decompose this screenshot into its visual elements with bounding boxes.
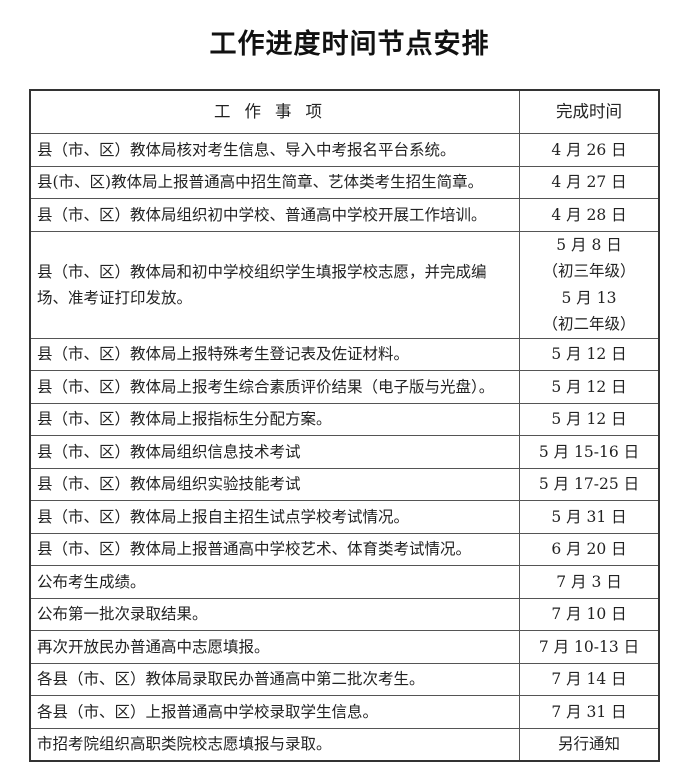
row-time: 4 月 28 日 (519, 198, 660, 232)
row-item: 县（市、区）教体局组织初中学校、普通高中学校开展工作培训。 (29, 198, 520, 232)
row-item: 县（市、区）教体局上报特殊考生登记表及佐证材料。 (29, 337, 520, 371)
row-item: 县(市、区)教体局上报普通高中招生简章、艺体类考生招生简章。 (29, 165, 520, 199)
table-header-row: 工作事项 完成时间 (29, 89, 660, 134)
schedule-table: 工作事项 完成时间 县（市、区）教体局核对考生信息、导入中考报名平台系统。 4 月… (29, 89, 660, 762)
table-row: 县（市、区）教体局组织初中学校、普通高中学校开展工作培训。 4 月 28 日 (29, 198, 660, 232)
time-line: （初三年级） (542, 262, 636, 280)
row-time: 7 月 3 日 (519, 565, 660, 599)
time-line: （初二年级） (542, 315, 636, 333)
row-item: 县（市、区）教体局上报考生综合素质评价结果（电子版与光盘）。 (29, 370, 520, 404)
row-time: 7 月 14 日 (519, 662, 660, 696)
time-line: 5 月 8 日 (556, 235, 622, 254)
table-row: 县（市、区）教体局组织实验技能考试 5 月 17-25 日 (29, 467, 660, 501)
row-item: 县（市、区）教体局组织信息技术考试 (29, 435, 520, 469)
table-row: 公布第一批次录取结果。 7 月 10 日 (29, 597, 660, 631)
row-time: 5 月 17-25 日 (519, 467, 660, 501)
header-time: 完成时间 (519, 89, 660, 134)
row-time: 5 月 15-16 日 (519, 435, 660, 469)
row-time: 5 月 8 日 （初三年级） 5 月 13 （初二年级） (519, 230, 660, 339)
table-row: 各县（市、区）教体局录取民办普通高中第二批次考生。 7 月 14 日 (29, 662, 660, 696)
row-item: 公布考生成绩。 (29, 565, 520, 599)
table-row: 县(市、区)教体局上报普通高中招生简章、艺体类考生招生简章。 4 月 27 日 (29, 165, 660, 199)
table-row: 县（市、区）教体局上报指标生分配方案。 5 月 12 日 (29, 402, 660, 436)
page-title: 工作进度时间节点安排 (209, 29, 490, 60)
header-item: 工作事项 (29, 89, 520, 134)
row-item: 各县（市、区）上报普通高中学校录取学生信息。 (29, 695, 520, 729)
time-line: 5 月 13 (561, 288, 617, 307)
table-row: 公布考生成绩。 7 月 3 日 (29, 565, 660, 599)
table-row: 县（市、区）教体局核对考生信息、导入中考报名平台系统。 4 月 26 日 (29, 133, 660, 167)
table-row: 县（市、区）教体局组织信息技术考试 5 月 15-16 日 (29, 435, 660, 469)
row-time: 5 月 12 日 (519, 402, 660, 436)
row-time: 5 月 12 日 (519, 337, 660, 371)
row-item: 县（市、区）教体局组织实验技能考试 (29, 467, 520, 501)
table-row: 县（市、区）教体局和初中学校组织学生填报学校志愿，并完成编场、准考证打印发放。 5… (29, 230, 660, 339)
table-row: 县（市、区）教体局上报普通高中学校艺术、体育类考试情况。 6 月 20 日 (29, 532, 660, 566)
row-item: 县（市、区）教体局核对考生信息、导入中考报名平台系统。 (29, 133, 520, 167)
table-row: 各县（市、区）上报普通高中学校录取学生信息。 7 月 31 日 (29, 695, 660, 729)
row-time: 4 月 26 日 (519, 133, 660, 167)
row-time: 5 月 12 日 (519, 370, 660, 404)
table-row: 再次开放民办普通高中志愿填报。 7 月 10-13 日 (29, 630, 660, 664)
table-row: 县（市、区）教体局上报自主招生试点学校考试情况。 5 月 31 日 (29, 500, 660, 534)
row-time: 7 月 31 日 (519, 695, 660, 729)
row-time: 6 月 20 日 (519, 532, 660, 566)
row-item: 县（市、区）教体局上报自主招生试点学校考试情况。 (29, 500, 520, 534)
row-time: 5 月 31 日 (519, 500, 660, 534)
table-row: 县（市、区）教体局上报考生综合素质评价结果（电子版与光盘）。 5 月 12 日 (29, 370, 660, 404)
table-row: 县（市、区）教体局上报特殊考生登记表及佐证材料。 5 月 12 日 (29, 337, 660, 371)
row-item: 各县（市、区）教体局录取民办普通高中第二批次考生。 (29, 662, 520, 696)
table-row: 市招考院组织高职类院校志愿填报与录取。 另行通知 (29, 727, 660, 762)
row-item: 市招考院组织高职类院校志愿填报与录取。 (29, 727, 520, 762)
row-item: 公布第一批次录取结果。 (29, 597, 520, 631)
row-item: 县（市、区）教体局和初中学校组织学生填报学校志愿，并完成编场、准考证打印发放。 (29, 230, 520, 339)
row-time: 7 月 10-13 日 (519, 630, 660, 664)
row-item: 县（市、区）教体局上报普通高中学校艺术、体育类考试情况。 (29, 532, 520, 566)
row-item: 再次开放民办普通高中志愿填报。 (29, 630, 520, 664)
row-time: 4 月 27 日 (519, 165, 660, 199)
row-item: 县（市、区）教体局上报指标生分配方案。 (29, 402, 520, 436)
row-time: 另行通知 (519, 727, 660, 762)
row-time: 7 月 10 日 (519, 597, 660, 631)
